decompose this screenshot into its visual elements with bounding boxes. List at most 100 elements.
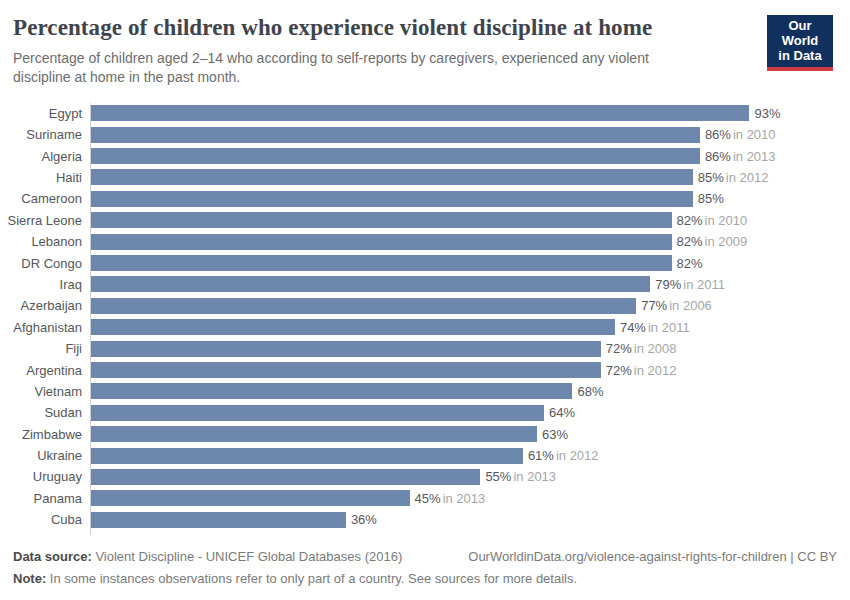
bar[interactable] bbox=[91, 255, 672, 271]
footnote: Note: In some instances observations ref… bbox=[13, 569, 837, 589]
owid-chart-page: Percentage of children who experience vi… bbox=[0, 0, 850, 600]
value-percent: 93% bbox=[754, 106, 780, 121]
value-label: 64% bbox=[549, 405, 575, 420]
bar-track: 82%in 2010 bbox=[90, 210, 799, 231]
country-label: Algeria bbox=[0, 149, 90, 164]
owid-logo[interactable]: Our World in Data bbox=[767, 15, 833, 71]
value-year-note: in 2012 bbox=[726, 170, 769, 185]
bar[interactable] bbox=[91, 426, 537, 442]
bar[interactable] bbox=[91, 148, 700, 164]
value-label: 72%in 2012 bbox=[606, 363, 677, 378]
value-label: 45%in 2013 bbox=[415, 491, 486, 506]
bar-row: Uruguay 55%in 2013 bbox=[0, 466, 850, 487]
bar-track: 63% bbox=[90, 423, 799, 444]
chart-header: Percentage of children who experience vi… bbox=[0, 0, 850, 88]
bar-track: 86%in 2013 bbox=[90, 145, 799, 166]
bar-track: 93% bbox=[90, 103, 799, 124]
owid-logo-line1: Our World bbox=[770, 19, 830, 49]
country-label: Afghanistan bbox=[0, 320, 90, 335]
bar-track: 85%in 2012 bbox=[90, 167, 799, 188]
bar-row: Zimbabwe 63% bbox=[0, 423, 850, 444]
country-label: Zimbabwe bbox=[0, 427, 90, 442]
value-year-note: in 2013 bbox=[733, 149, 776, 164]
bar-row: Lebanon 82%in 2009 bbox=[0, 231, 850, 252]
bar-track: 64% bbox=[90, 402, 799, 423]
bar[interactable] bbox=[91, 169, 693, 185]
bar[interactable] bbox=[91, 469, 480, 485]
bar[interactable] bbox=[91, 341, 601, 357]
bar-row: Vietnam 68% bbox=[0, 381, 850, 402]
bar-row: Argentina 72%in 2012 bbox=[0, 359, 850, 380]
value-label: 86%in 2010 bbox=[705, 127, 776, 142]
bar[interactable] bbox=[91, 127, 700, 143]
country-label: Iraq bbox=[0, 277, 90, 292]
value-percent: 79% bbox=[655, 277, 681, 292]
bar[interactable] bbox=[91, 512, 346, 528]
bar-track: 79%in 2011 bbox=[90, 274, 799, 295]
value-percent: 82% bbox=[677, 256, 703, 271]
bar-track: 72%in 2012 bbox=[90, 359, 799, 380]
bar-row: Iraq79%in 2011 bbox=[0, 274, 850, 295]
bar[interactable] bbox=[91, 383, 572, 399]
value-label: 61%in 2012 bbox=[528, 448, 599, 463]
bar[interactable] bbox=[91, 319, 615, 335]
country-label: Vietnam bbox=[0, 384, 90, 399]
country-label: Cuba bbox=[0, 512, 90, 527]
country-label: Uruguay bbox=[0, 469, 90, 484]
value-year-note: in 2011 bbox=[683, 277, 725, 292]
value-label: 93% bbox=[754, 106, 780, 121]
value-year-note: in 2006 bbox=[669, 298, 712, 313]
bar[interactable] bbox=[91, 276, 650, 292]
country-label: Azerbaijan bbox=[0, 298, 90, 313]
country-label: Ukraine bbox=[0, 448, 90, 463]
country-label: Sierra Leone bbox=[0, 213, 90, 228]
value-label: 55%in 2013 bbox=[485, 469, 556, 484]
value-label: 85% bbox=[698, 191, 724, 206]
chart-subtitle: Percentage of children aged 2–14 who acc… bbox=[13, 49, 675, 88]
value-percent: 86% bbox=[705, 149, 731, 164]
bar-track: 61%in 2012 bbox=[90, 445, 799, 466]
value-year-note: in 2013 bbox=[513, 469, 556, 484]
bar-chart: Egypt93%Suriname86%in 2010Algeria86%in 2… bbox=[0, 103, 850, 531]
value-label: 85%in 2012 bbox=[698, 170, 769, 185]
bar-row: Cameroon85% bbox=[0, 188, 850, 209]
value-label: 72%in 2008 bbox=[606, 341, 677, 356]
bar-row: Afghanistan74%in 2011 bbox=[0, 317, 850, 338]
bar[interactable] bbox=[91, 298, 636, 314]
value-label: 82%in 2009 bbox=[677, 234, 748, 249]
value-label: 68% bbox=[577, 384, 603, 399]
bar-track: 72%in 2008 bbox=[90, 338, 799, 359]
value-percent: 72% bbox=[606, 363, 632, 378]
value-percent: 63% bbox=[542, 427, 568, 442]
bar[interactable] bbox=[91, 105, 749, 121]
bar[interactable] bbox=[91, 362, 601, 378]
value-percent: 82% bbox=[677, 234, 703, 249]
country-label: Argentina bbox=[0, 363, 90, 378]
chart-footer: Data source: Violent Discipline - UNICEF… bbox=[0, 547, 850, 588]
bar-track: 82% bbox=[90, 252, 799, 273]
bar-track: 45%in 2013 bbox=[90, 488, 799, 509]
bar-track: 82%in 2009 bbox=[90, 231, 799, 252]
bar-track: 77%in 2006 bbox=[90, 295, 799, 316]
attribution-link[interactable]: OurWorldinData.org/violence-against-righ… bbox=[468, 547, 837, 567]
bar-row: Fiji 72%in 2008 bbox=[0, 338, 850, 359]
bar[interactable] bbox=[91, 234, 672, 250]
country-label: Sudan bbox=[0, 405, 90, 420]
bar[interactable] bbox=[91, 448, 523, 464]
bar[interactable] bbox=[91, 405, 544, 421]
value-year-note: in 2012 bbox=[556, 448, 599, 463]
country-label: Lebanon bbox=[0, 234, 90, 249]
value-percent: 86% bbox=[705, 127, 731, 142]
value-label: 82% bbox=[677, 256, 703, 271]
bar-row: Ukraine 61%in 2012 bbox=[0, 445, 850, 466]
bar[interactable] bbox=[91, 212, 672, 228]
country-label: Fiji bbox=[0, 341, 90, 356]
axis-line-tail bbox=[90, 530, 798, 535]
value-year-note: in 2013 bbox=[443, 491, 486, 506]
bar-track: 85% bbox=[90, 188, 799, 209]
bar[interactable] bbox=[91, 191, 693, 207]
bar-row: Panama45%in 2013 bbox=[0, 488, 850, 509]
bar[interactable] bbox=[91, 490, 410, 506]
country-label: Suriname bbox=[0, 127, 90, 142]
owid-logo-line2: in Data bbox=[770, 49, 830, 64]
